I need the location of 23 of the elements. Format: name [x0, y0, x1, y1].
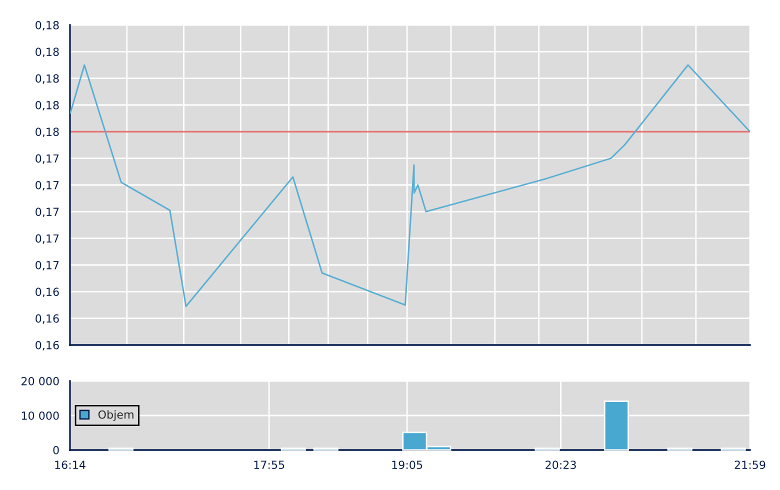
y-tick-label: 10 000	[22, 411, 59, 420]
line-series	[70, 64, 750, 308]
legend-label: Objem	[98, 410, 134, 421]
y-tick-label: 20 000	[22, 376, 59, 386]
y-tick-label: 0,18	[36, 74, 59, 84]
y-tick-label: 0,17	[36, 154, 59, 164]
y-tick-label: 0	[53, 446, 59, 454]
y-tick-label: 0,17	[36, 234, 59, 244]
y-tick-label: 0,16	[36, 288, 59, 298]
y-tick-label: 0,18	[36, 100, 59, 111]
y-tick-label: 0,18	[36, 128, 59, 138]
x-tick-label: 20:23	[546, 460, 576, 470]
x-tick-label: 21:59	[734, 460, 766, 470]
y-tick-label: 0,16	[36, 340, 59, 351]
y-tick-label: 0,17	[36, 180, 59, 191]
y-tick-label: 0,18	[36, 20, 59, 31]
y-tick-label: 0,17	[36, 208, 59, 218]
y-tick-label: 0,18	[36, 48, 59, 58]
x-tick-label: 19:05	[392, 460, 422, 470]
y-tick-label: 0,16	[36, 314, 59, 324]
y-tick-label: 0,17	[36, 260, 59, 271]
x-tick-label: 17:55	[254, 460, 284, 470]
x-tick-label: 16:14	[55, 460, 86, 470]
